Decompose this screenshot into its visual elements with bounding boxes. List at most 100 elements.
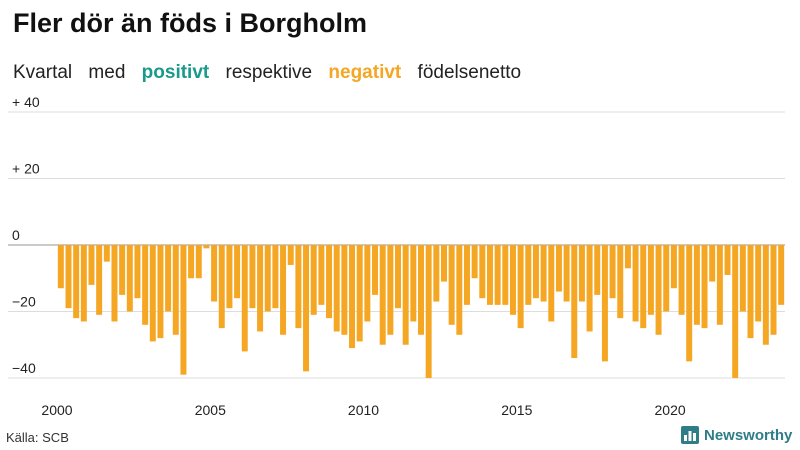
bar: [226, 245, 233, 309]
y-tick-label: 0: [12, 227, 20, 243]
bar: [555, 245, 562, 292]
bar: [716, 245, 723, 325]
bar: [463, 245, 470, 305]
bar: [257, 245, 264, 332]
bar: [456, 245, 463, 335]
bar: [693, 245, 700, 325]
bar: [165, 245, 172, 312]
bar: [494, 245, 501, 305]
bar: [632, 245, 639, 322]
bar: [624, 245, 631, 269]
chart-subtitle: Kvartal med positivt respektive negativt…: [13, 62, 532, 84]
bar: [241, 245, 248, 352]
bar-chart-icon: [681, 426, 699, 444]
bar: [96, 245, 103, 315]
subtitle-text-3: respektive: [225, 62, 313, 83]
bar: [387, 245, 394, 335]
bar: [601, 245, 608, 362]
bar: [762, 245, 769, 345]
bar: [739, 245, 746, 312]
bar: [234, 245, 241, 299]
subtitle-negative-label: negativt: [328, 62, 402, 83]
bar: [732, 245, 739, 378]
bar: [701, 245, 708, 329]
bar: [670, 245, 677, 289]
bar: [88, 245, 95, 285]
bar: [425, 245, 432, 378]
bar: [755, 245, 762, 322]
y-tick-label: + 20: [12, 161, 40, 177]
bar: [172, 245, 179, 335]
bar: [770, 245, 777, 335]
bar: [663, 245, 670, 312]
bar: [647, 245, 654, 315]
bar: [318, 245, 325, 305]
bar: [249, 245, 256, 309]
bar: [326, 245, 333, 319]
bar: [119, 245, 126, 295]
bar: [395, 245, 401, 309]
bar: [617, 245, 624, 319]
bar: [341, 245, 348, 335]
bar: [379, 245, 386, 345]
bar: [609, 245, 616, 299]
x-tick-label: 2010: [348, 402, 379, 418]
brand-name: Newsworthy: [704, 426, 793, 444]
bar: [111, 245, 118, 322]
source-note: Källa: SCB: [6, 430, 69, 445]
bar: [548, 245, 555, 322]
bar: [142, 245, 149, 325]
bar: [709, 245, 716, 282]
y-tick-label: + 40: [12, 96, 40, 110]
bar: [287, 245, 294, 265]
bar: [310, 245, 317, 315]
bar: [486, 245, 493, 305]
bar: [333, 245, 340, 332]
bar: [195, 245, 202, 279]
bar: [479, 245, 486, 299]
bar: [655, 245, 662, 335]
y-tick-label: −40: [12, 360, 36, 376]
subtitle-positive-label: positivt: [141, 62, 210, 83]
bar: [502, 245, 509, 305]
bar: [211, 245, 218, 302]
subtitle-text-1: Kvartal: [13, 62, 73, 83]
x-tick-label: 2020: [655, 402, 686, 418]
bar: [509, 245, 516, 315]
bar: [586, 245, 593, 332]
bar: [525, 245, 532, 305]
bar: [441, 245, 447, 282]
bar: [517, 245, 524, 329]
bar: [364, 245, 371, 322]
x-tick-label: 2005: [195, 402, 226, 418]
bar: [724, 245, 731, 275]
bar: [80, 245, 87, 322]
bar-chart: + 40 + 20 0 −20 −40 2000 2005 2010 2015 2020: [8, 96, 785, 418]
bar: [126, 245, 133, 312]
bar: [356, 245, 363, 342]
bar: [303, 245, 310, 372]
x-tick-label: 2000: [41, 402, 72, 418]
bar: [540, 245, 547, 302]
bar: [372, 245, 379, 295]
chart-title: Fler dör än föds i Borgholm: [13, 8, 368, 38]
bar: [134, 245, 141, 299]
bar: [563, 245, 570, 302]
bar: [264, 245, 271, 312]
bar: [578, 245, 585, 302]
bar: [103, 245, 110, 262]
bar: [295, 245, 302, 329]
subtitle-text-4: födelsenetto: [417, 62, 522, 83]
x-tick-label: 2015: [501, 402, 532, 418]
bar: [188, 245, 195, 279]
bar: [678, 245, 685, 315]
y-tick-label: −20: [12, 294, 36, 310]
bar: [571, 245, 578, 359]
bar: [203, 245, 210, 249]
bar: [280, 245, 287, 335]
bar: [57, 245, 64, 289]
bar: [433, 245, 440, 302]
subtitle-text-2: med: [88, 62, 126, 83]
bar: [157, 245, 164, 339]
bar: [149, 245, 156, 342]
